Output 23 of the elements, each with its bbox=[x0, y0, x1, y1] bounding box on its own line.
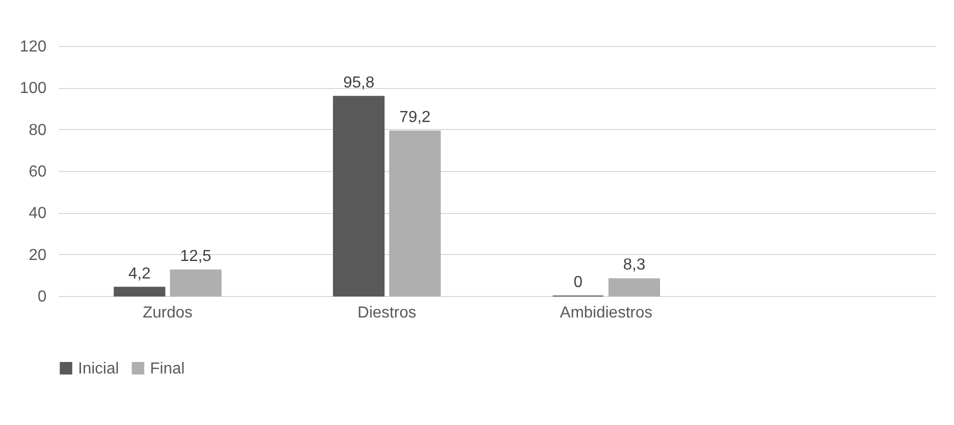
y-tick-label: 80 bbox=[28, 122, 47, 139]
bar bbox=[608, 278, 660, 296]
y-tick-label: 40 bbox=[28, 205, 47, 222]
data-label: 79,2 bbox=[399, 109, 431, 126]
data-label: 12,5 bbox=[180, 248, 212, 265]
x-tick-label: Zurdos bbox=[142, 304, 193, 322]
y-tick-label: 20 bbox=[28, 246, 47, 264]
data-label: 8,3 bbox=[623, 256, 646, 274]
data-label: 95,8 bbox=[343, 74, 374, 92]
y-tick-label: 60 bbox=[28, 164, 47, 180]
legend-label: Final bbox=[150, 360, 185, 378]
data-label: 4,2 bbox=[128, 265, 151, 282]
bar bbox=[389, 130, 441, 296]
x-tick-label: Ambidiestros bbox=[560, 304, 652, 322]
legend-label: Inicial bbox=[78, 360, 119, 378]
y-tick-label: 120 bbox=[20, 38, 47, 56]
x-tick-label: Diestros bbox=[358, 304, 416, 322]
bar bbox=[332, 96, 385, 296]
data-label: 0 bbox=[574, 274, 583, 291]
bar bbox=[114, 286, 166, 296]
y-tick-label: 0 bbox=[38, 288, 47, 306]
bar bbox=[170, 269, 222, 296]
y-tick-label: 100 bbox=[20, 80, 47, 98]
